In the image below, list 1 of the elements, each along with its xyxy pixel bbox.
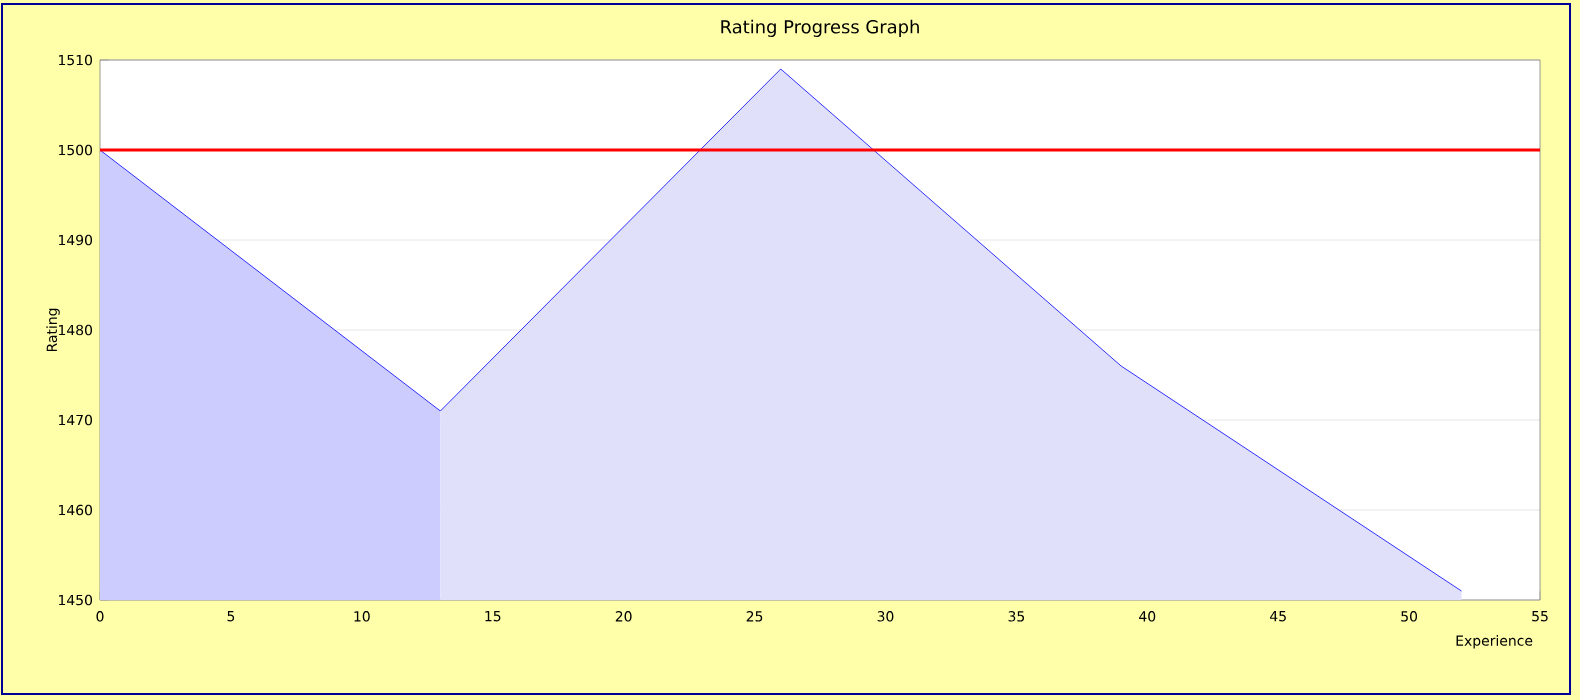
chart-title: Rating Progress Graph bbox=[721, 19, 919, 37]
